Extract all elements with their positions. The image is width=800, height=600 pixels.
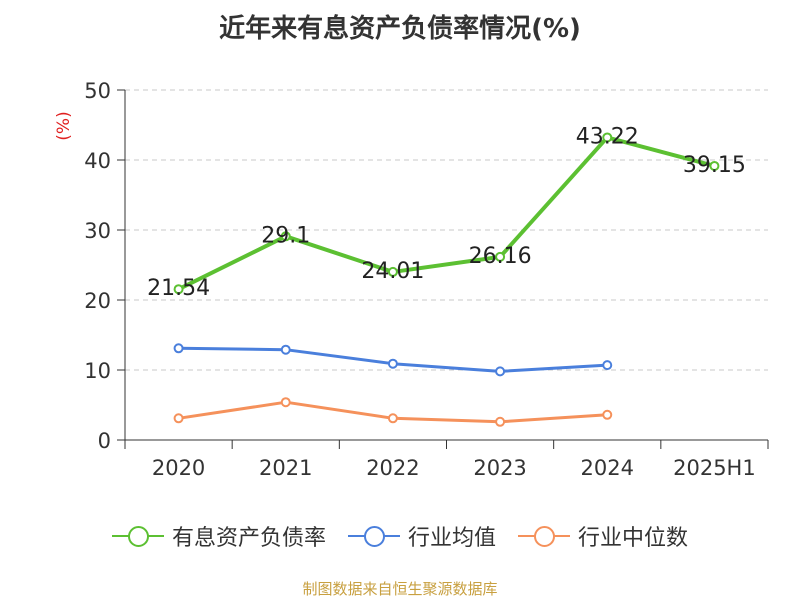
- data-point: [495, 416, 506, 427]
- data-point: [387, 266, 398, 277]
- legend-label-industry-median: 行业中位数: [578, 526, 689, 551]
- x-tick-label: 2025H1: [673, 456, 756, 480]
- data-point: [709, 160, 720, 171]
- x-tick-label: 2023: [473, 456, 526, 480]
- legend-swatch-industry-mean: [347, 524, 400, 548]
- data-point: [280, 397, 291, 408]
- data-point: [280, 344, 291, 355]
- legend-swatch-industry-median: [518, 524, 570, 548]
- y-tick-label: 0: [98, 429, 111, 453]
- data-label: 43.22: [576, 124, 639, 149]
- data-point: [602, 409, 613, 420]
- y-tick-label: 50: [84, 79, 111, 103]
- data-point: [387, 358, 398, 369]
- data-point: [602, 360, 613, 371]
- series-line: [177, 135, 715, 292]
- legend-item-industry-mean[interactable]: 行业均值: [347, 520, 496, 552]
- x-tick-label: 2020: [152, 456, 205, 480]
- legend-item-industry-median[interactable]: 行业中位数: [518, 520, 688, 552]
- y-tick-label: 30: [84, 219, 111, 243]
- y-tick-label: 10: [84, 359, 111, 383]
- y-tick-label: 40: [84, 149, 111, 173]
- x-tick-label: 2022: [366, 456, 419, 480]
- data-point: [173, 413, 184, 424]
- data-label: 39.15: [683, 153, 746, 178]
- data-point: [280, 231, 291, 242]
- data-point: [387, 413, 398, 424]
- legend: 有息资产负债率 行业均值 行业中位数: [0, 520, 800, 552]
- data-label: 26.16: [469, 244, 532, 269]
- x-tick-label: 2024: [581, 456, 634, 480]
- data-point: [173, 343, 184, 354]
- source-note: 制图数据来自恒生聚源数据库: [302, 580, 498, 598]
- legend-label-industry-mean: 行业均值: [407, 526, 496, 551]
- x-tick-label: 2021: [259, 456, 312, 480]
- data-label: 21.54: [147, 276, 210, 301]
- legend-swatch-debt-ratio: [111, 524, 164, 548]
- data-point: [495, 366, 506, 377]
- data-label: 29.1: [261, 223, 310, 248]
- data-point: [602, 132, 613, 143]
- data-point: [495, 251, 506, 262]
- chart-title: 近年来有息资产负债率情况(%): [219, 14, 581, 44]
- y-tick-label: 20: [84, 289, 111, 313]
- legend-label-debt-ratio: 有息资产负债率: [171, 526, 326, 551]
- data-label: 24.01: [361, 259, 424, 284]
- y-axis-label: (%): [54, 111, 74, 140]
- legend-item-debt-ratio[interactable]: 有息资产负债率: [111, 520, 326, 552]
- data-point: [173, 284, 184, 295]
